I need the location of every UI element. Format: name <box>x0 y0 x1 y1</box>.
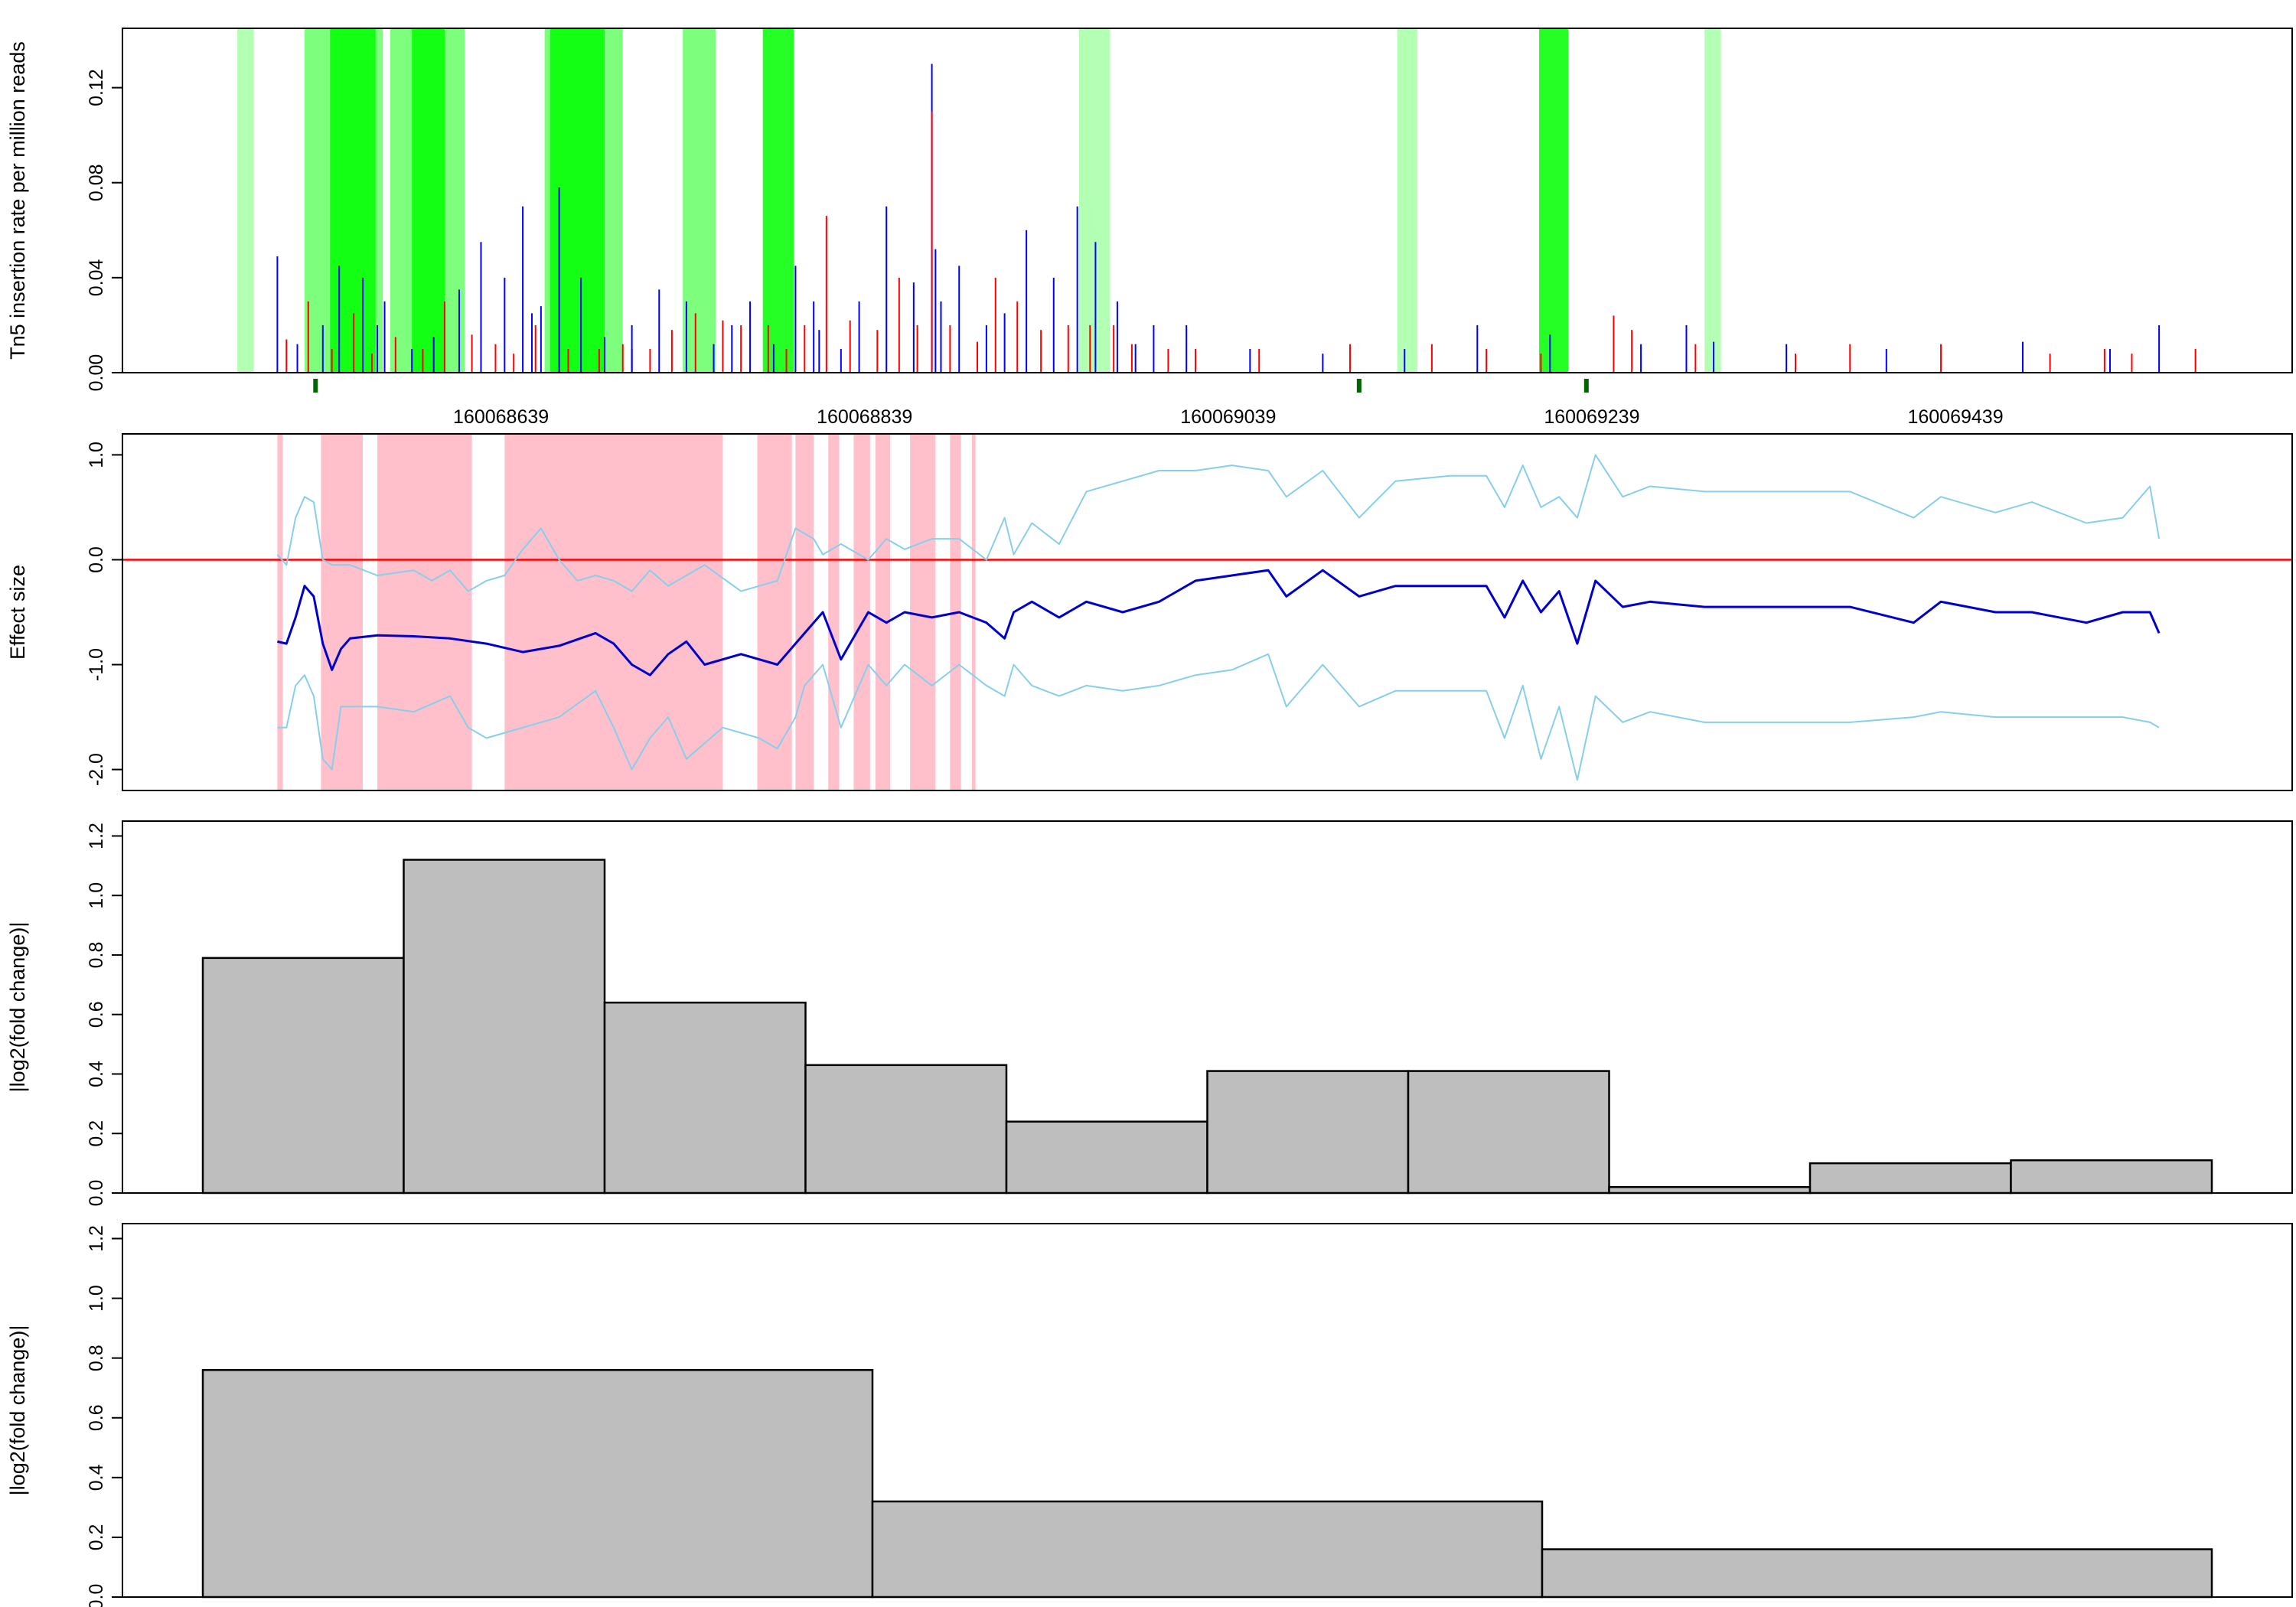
effect-lower-bound-line <box>277 653 2160 781</box>
bar <box>603 1001 807 1195</box>
pink-region <box>757 434 792 790</box>
pink-region <box>277 434 283 790</box>
y-tick-label: 0.6 <box>86 1404 107 1431</box>
y-axis: 0.0 0.2 0.4 0.6 0.8 1.0 1.2 |log2(fold change)| <box>6 823 123 1207</box>
y-tick-label: 0.2 <box>86 1524 107 1551</box>
bars <box>201 859 2213 1195</box>
y-tick-label: 0.4 <box>86 1464 107 1491</box>
x-tick-label: 160068639 <box>453 406 549 428</box>
y-axis-title: Tn5 insertion rate per million reads <box>6 41 29 360</box>
bar <box>403 859 606 1195</box>
y-tick-label: 0.0 <box>86 546 107 573</box>
log2fc-fine-panel: 0.0 0.2 0.4 0.6 0.8 1.0 1.2 |log2(fold change)| <box>6 820 2293 1207</box>
y-tick-label: 0.00 <box>86 354 107 392</box>
effect-size-panel: 1.0 0.0 -1.0 -2.0 Effect size <box>6 433 2293 791</box>
x-tick-label: 160068839 <box>817 406 912 428</box>
pink-region <box>828 434 840 790</box>
bar <box>1005 1120 1208 1195</box>
pink-region <box>795 434 814 790</box>
y-tick-label: -2.0 <box>86 753 107 786</box>
green-region <box>412 28 445 373</box>
bar <box>201 1369 874 1599</box>
y-axis: 0.0 0.2 0.4 0.6 0.8 1.0 1.2 |log2(fold change)| <box>6 1225 123 1607</box>
green-region <box>1539 28 1569 373</box>
x-tick-label: 160069039 <box>1180 406 1276 428</box>
bar <box>2010 1159 2213 1195</box>
y-tick-label: 0.0 <box>86 1180 107 1207</box>
y-tick-label: -1.0 <box>86 648 107 681</box>
x-tick-label: 160069239 <box>1544 406 1639 428</box>
green-region <box>683 28 716 373</box>
tn5-insertion-panel: 0.00 0.04 0.08 0.12 Tn5 insertion rate per m… <box>6 28 2293 428</box>
pink-region <box>377 434 472 790</box>
green-region <box>237 28 254 373</box>
effect-upper-bound-line <box>276 454 2161 592</box>
green-region <box>1704 28 1721 373</box>
bar <box>1407 1070 1610 1195</box>
bar <box>1808 1162 2012 1195</box>
y-axis-title: |log2(fold change)| <box>6 922 29 1093</box>
bar <box>1541 1548 2213 1599</box>
green-region <box>762 28 794 373</box>
y-axis: 0.00 0.04 0.08 0.12 Tn5 insertion rate per m… <box>6 41 123 392</box>
significance-regions <box>277 434 976 790</box>
green-region <box>1397 28 1417 373</box>
effect-estimate-line <box>277 569 2161 676</box>
x-axis: 160068639 160068839 160069039 160069239 1600… <box>313 379 2004 428</box>
y-tick-label: 0.8 <box>86 1345 107 1371</box>
insertion-series-red <box>285 111 2197 373</box>
green-region <box>1079 28 1110 373</box>
y-tick-label: 0.0 <box>86 1584 107 1607</box>
y-tick-label: 1.0 <box>86 882 107 909</box>
pink-region <box>321 434 364 790</box>
bar <box>871 1500 1544 1599</box>
green-region <box>330 28 376 373</box>
y-tick-label: 0.04 <box>86 259 107 296</box>
pink-region <box>853 434 870 790</box>
y-tick-label: 1.2 <box>86 1225 107 1252</box>
pink-region <box>504 434 723 790</box>
y-tick-label: 0.12 <box>86 69 107 106</box>
y-tick-label: 0.08 <box>86 164 107 201</box>
pink-region <box>910 434 936 790</box>
log2fc-coarse-panel: 0.0 0.2 0.4 0.6 0.8 1.0 1.2 |log2(fold change)| <box>6 1223 2293 1607</box>
pink-region <box>875 434 890 790</box>
bar <box>1608 1185 1812 1195</box>
y-tick-label: 0.8 <box>86 942 107 969</box>
y-axis-title: |log2(fold change)| <box>6 1325 29 1496</box>
bars <box>201 1369 2213 1599</box>
green-region <box>550 28 605 373</box>
y-tick-label: 0.4 <box>86 1061 107 1087</box>
y-tick-label: 0.2 <box>86 1120 107 1147</box>
y-tick-label: 1.0 <box>86 1285 107 1312</box>
pink-region <box>971 434 976 790</box>
x-tick-label: 160069439 <box>1907 406 2003 428</box>
bar <box>804 1064 1008 1195</box>
y-tick-label: 0.6 <box>86 1001 107 1028</box>
y-tick-label: 1.0 <box>86 442 107 468</box>
y-axis-title: Effect size <box>6 565 29 660</box>
bar <box>1206 1070 1410 1195</box>
insertion-series-blue <box>276 64 2161 373</box>
y-tick-label: 1.2 <box>86 823 107 849</box>
y-axis: 1.0 0.0 -1.0 -2.0 Effect size <box>6 442 123 786</box>
bar <box>201 957 405 1195</box>
